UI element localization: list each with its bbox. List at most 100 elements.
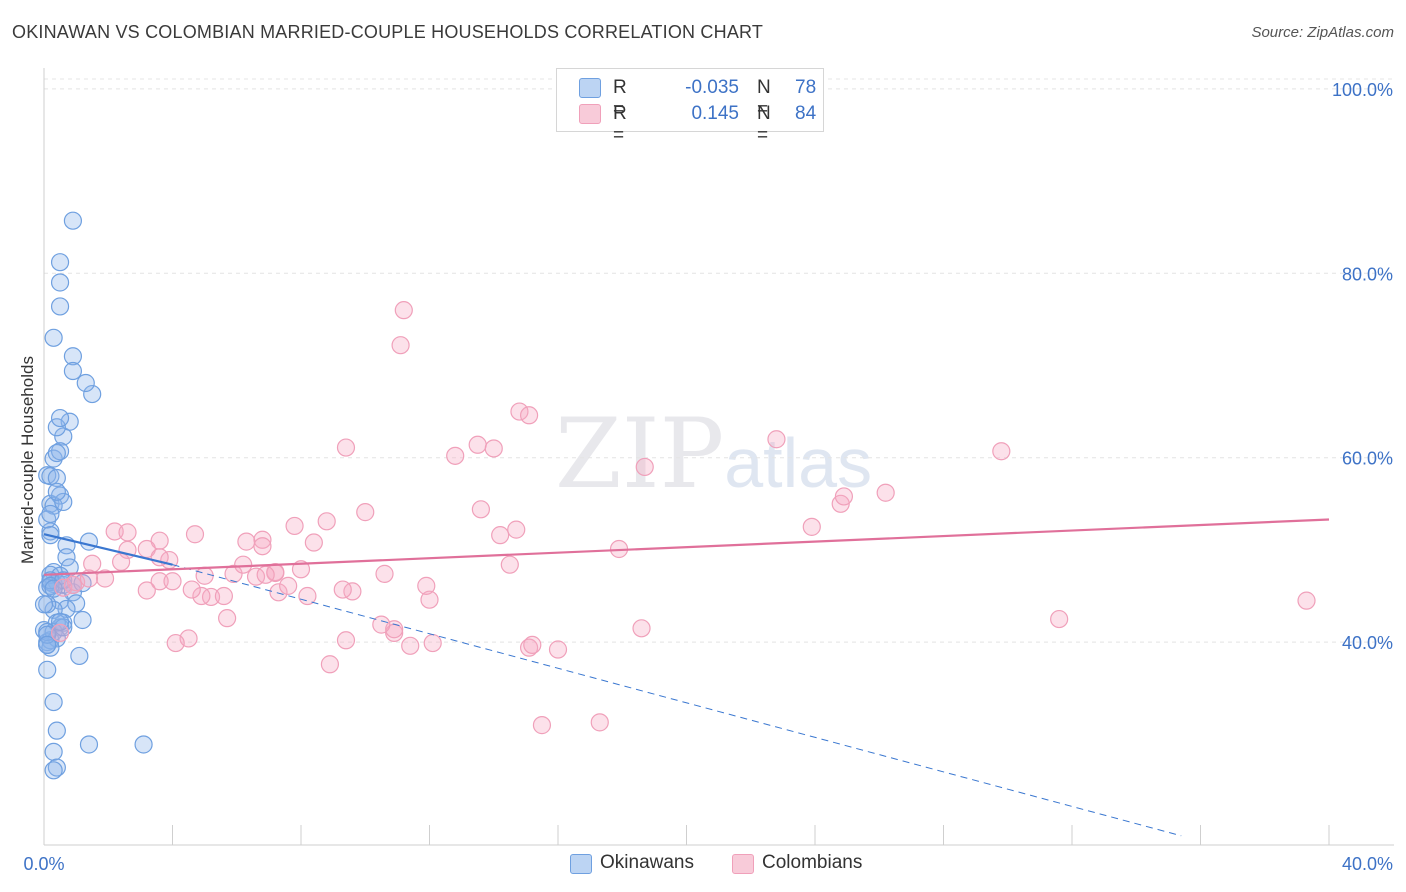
point-colombians xyxy=(484,439,503,458)
point-okinawans xyxy=(50,297,70,316)
point-colombians xyxy=(304,533,323,552)
point-okinawans xyxy=(47,468,66,488)
point-colombians xyxy=(333,580,352,599)
point-okinawans xyxy=(44,692,63,712)
point-colombians xyxy=(394,301,413,320)
correlation-legend: R = -0.035 N = 78 R = 0.145 N = 84 xyxy=(556,68,824,146)
point-colombians xyxy=(105,522,124,541)
point-colombians xyxy=(269,583,288,602)
point-colombians xyxy=(256,565,275,584)
point-colombians xyxy=(417,576,436,595)
point-okinawans xyxy=(50,253,70,272)
data-points xyxy=(34,211,1316,780)
point-colombians xyxy=(590,713,609,732)
point-okinawans xyxy=(63,583,83,602)
point-okinawans xyxy=(63,347,83,366)
point-colombians xyxy=(420,590,439,609)
point-okinawans xyxy=(79,735,99,754)
point-colombians xyxy=(214,586,233,606)
point-okinawans xyxy=(47,443,66,463)
point-okinawans xyxy=(54,492,73,512)
legend-n-value: 78 xyxy=(795,77,817,98)
trend-line-okinawans xyxy=(43,533,173,566)
point-okinawans xyxy=(44,742,63,761)
point-okinawans xyxy=(134,735,153,754)
point-okinawans xyxy=(67,594,86,613)
point-okinawans xyxy=(44,328,63,347)
point-okinawans xyxy=(41,504,60,524)
point-colombians xyxy=(519,406,539,425)
point-colombians xyxy=(468,435,487,454)
point-colombians xyxy=(548,640,568,659)
legend-n-label: N = xyxy=(757,77,771,120)
point-colombians xyxy=(1050,609,1069,629)
point-colombians xyxy=(500,555,519,574)
point-okinawans xyxy=(50,442,70,461)
bottom-legend-label-okinawans: Okinawans xyxy=(600,852,694,873)
watermark-zip: ZIP xyxy=(555,398,725,510)
trend-lines xyxy=(43,518,1330,837)
legend-swatch-colombians xyxy=(579,104,601,124)
point-okinawans xyxy=(73,610,92,630)
point-colombians xyxy=(83,554,102,573)
point-okinawans xyxy=(44,449,63,468)
point-colombians xyxy=(79,569,99,588)
point-colombians xyxy=(195,566,214,585)
point-colombians xyxy=(95,569,115,588)
y-tick-label: 100.0% xyxy=(1332,80,1393,100)
point-colombians xyxy=(279,576,298,595)
point-okinawans xyxy=(38,510,57,529)
point-colombians xyxy=(375,564,394,583)
point-colombians xyxy=(507,520,526,539)
y-tick-label: 80.0% xyxy=(1342,264,1393,284)
point-colombians xyxy=(767,430,786,449)
chart-title: OKINAWAN VS COLOMBIAN MARRIED-COUPLE HOU… xyxy=(12,22,764,42)
point-colombians xyxy=(285,516,304,536)
x-tick-label: 40.0% xyxy=(1342,854,1393,874)
point-colombians xyxy=(372,615,391,634)
y-axis-label: Married-couple Households xyxy=(18,356,37,564)
point-okinawans xyxy=(63,361,83,381)
tick-labels: 40.0% 60.0% 80.0% 100.0% 0.0% 40.0% xyxy=(23,80,1393,874)
point-colombians xyxy=(224,564,243,583)
point-colombians xyxy=(234,555,253,574)
point-colombians xyxy=(336,438,356,457)
point-colombians xyxy=(150,572,169,591)
point-colombians xyxy=(298,586,317,606)
point-okinawans xyxy=(83,384,102,404)
trend-line-colombians xyxy=(43,518,1330,576)
point-colombians xyxy=(111,552,131,571)
point-okinawans xyxy=(79,532,99,551)
point-colombians xyxy=(336,631,356,650)
point-colombians xyxy=(510,402,529,421)
point-okinawans xyxy=(57,548,76,567)
point-colombians xyxy=(523,635,542,654)
point-okinawans xyxy=(44,579,63,598)
axes xyxy=(43,68,1394,846)
point-okinawans xyxy=(47,758,66,777)
point-colombians xyxy=(356,503,375,522)
point-colombians xyxy=(317,512,336,531)
point-colombians xyxy=(423,633,442,653)
trend-line-okinawans xyxy=(172,564,1182,837)
source-label: Source: ZipAtlas.com xyxy=(1251,24,1394,41)
point-okinawans xyxy=(47,721,66,740)
point-okinawans xyxy=(63,211,83,230)
point-okinawans xyxy=(47,482,66,501)
point-colombians xyxy=(253,537,272,556)
point-colombians xyxy=(632,619,651,638)
point-colombians xyxy=(1297,591,1316,610)
point-colombians xyxy=(118,523,137,542)
legend-r-value: 0.145 xyxy=(691,103,739,124)
point-colombians xyxy=(163,572,182,591)
point-colombians xyxy=(532,716,552,735)
point-colombians xyxy=(201,587,221,607)
point-colombians xyxy=(320,655,340,674)
point-okinawans xyxy=(50,273,70,292)
legend-swatch-okinawans xyxy=(579,78,601,98)
y-tick-label: 60.0% xyxy=(1342,449,1393,469)
point-okinawans xyxy=(34,595,54,614)
legend-n-value: 84 xyxy=(795,103,817,124)
point-colombians xyxy=(401,636,420,655)
point-colombians xyxy=(992,442,1011,461)
